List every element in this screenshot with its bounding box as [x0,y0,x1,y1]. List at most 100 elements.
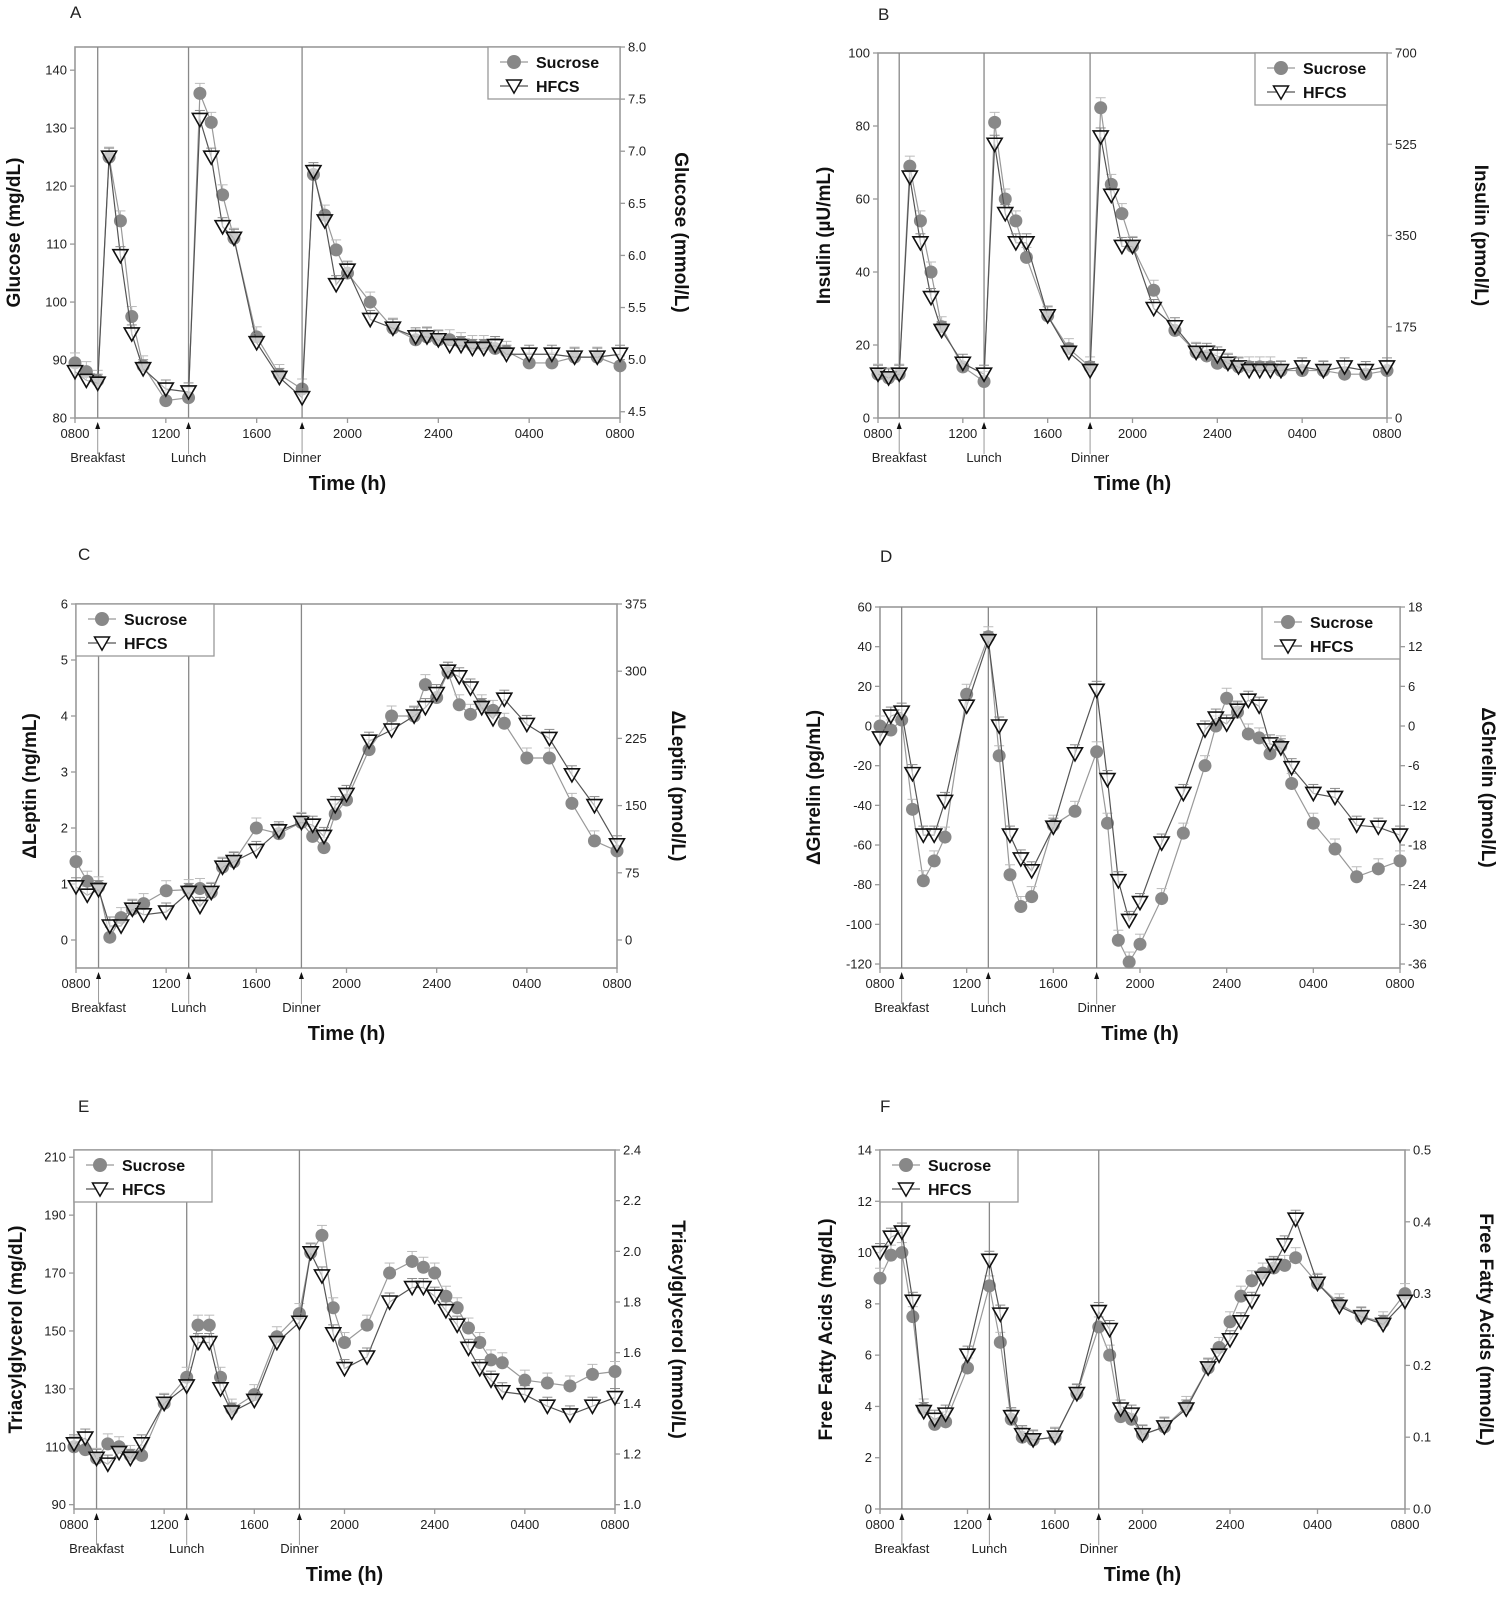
right-y-tick-label: 5.5 [628,300,646,315]
data-point-hfcs [156,382,175,398]
data-point-hfcs [486,338,504,355]
data-point-sucrose [202,1318,216,1332]
x-tick-label: 2400 [422,976,451,991]
data-point-hfcs [1314,363,1333,380]
meal-label: Breakfast [69,1541,124,1556]
y-tick-label: 10 [858,1245,872,1260]
data-point-hfcs [1068,1386,1086,1403]
y-tick-label: 40 [856,265,870,280]
x-tick-label: 0800 [62,976,91,991]
data-point-hfcs [134,908,153,924]
data-point-sucrose [385,709,399,723]
data-point-hfcs [324,1327,343,1343]
plot-frame [73,1149,616,1510]
data-point-hfcs [1356,363,1375,380]
meal-marker-dinner: Dinner [280,1150,319,1556]
arrow-up-icon [899,972,905,979]
data-point-hfcs [871,1245,889,1262]
x-tick-label: 1600 [1041,1517,1070,1532]
y-tick-label: 8 [865,1296,872,1311]
data-point-sucrose [306,829,320,843]
x-tick-label: 0400 [510,1517,539,1532]
panel-a: A 80 90 100 110 120 130 140 4.5 5.0 5.5 6.0 6.5 7.0 7.… [4,3,691,495]
legend-circle-icon [1274,61,1288,75]
legend-circle-icon [95,612,109,626]
right-y-tick-label: 2.0 [623,1244,641,1259]
y-tick-label: 0 [865,1502,872,1517]
data-point-hfcs [179,885,198,902]
data-point-hfcs [900,170,919,186]
y-tick-label: 100 [45,295,67,310]
y-tick-label: 3 [61,765,68,780]
data-point-hfcs [189,1335,207,1352]
data-point-hfcs [290,1315,309,1332]
data-point-hfcs [903,1294,922,1311]
right-y-tick-label: 700 [1395,46,1417,61]
legend-triangle-icon [505,79,523,95]
data-point-hfcs [925,828,944,844]
legend-label-hfcs: HFCS [122,1182,166,1199]
y-tick-label: 14 [858,1143,872,1158]
data-point-hfcs [1166,319,1184,336]
x-tick-label: 0800 [606,426,635,441]
data-point-sucrose [982,1279,996,1293]
arrow-up-icon [298,972,304,979]
data-point-hfcs [98,1457,117,1473]
legend: Sucrose HFCS [1254,52,1388,106]
data-point-hfcs [1232,1315,1250,1331]
data-point-hfcs [470,1361,489,1378]
data-point-hfcs [495,692,514,708]
legend-label-sucrose: Sucrose [536,55,599,72]
data-point-hfcs [1113,239,1131,256]
data-point-hfcs [358,1350,376,1366]
data-point-hfcs [427,686,446,703]
legend-label-sucrose: Sucrose [122,1158,185,1175]
data-point-sucrose [993,1335,1007,1349]
x-axis: 0800 1200 1600 2000 2400 0400 0800 [60,1509,629,1532]
x-tick-label: 2400 [1203,426,1232,441]
data-point-hfcs [608,838,626,854]
data-point-hfcs [957,699,976,715]
data-point-hfcs [540,731,559,748]
meal-marker-breakfast: Breakfast [874,1150,930,1556]
data-point-hfcs [191,899,209,916]
right-y-tick-label: 1.4 [623,1396,641,1411]
data-point-hfcs [990,719,1009,735]
data-point-hfcs [76,1431,95,1447]
data-point-sucrose [1133,937,1147,951]
data-point-hfcs [121,1451,140,1468]
y-axis-left: 90 110 130 150 170 190 210 [44,1150,74,1512]
data-point-sucrose [1252,731,1266,745]
right-y-tick-label: 0.0 [1413,1502,1431,1517]
y-axis-title: ΔLeptin (ng/mL) [20,713,41,859]
x-tick-label: 1200 [952,976,981,991]
panel-letter: B [878,5,889,24]
data-point-sucrose [137,897,151,911]
right-y-tick-label: 1.0 [623,1497,641,1512]
data-point-hfcs [134,361,153,378]
x-tick-label: 2400 [1212,976,1241,991]
data-point-hfcs [980,1253,999,1270]
meal-label: Lunch [966,450,1001,465]
data-point-hfcs [1044,820,1063,836]
data-point-hfcs [1326,790,1344,807]
data-point-hfcs [515,1387,534,1404]
data-point-sucrose [520,751,534,765]
right-y-tick-label: 150 [625,798,647,813]
meal-label: Lunch [169,1541,204,1556]
right-y-axis-title: Free Fatty Acids (mmol/L) [1475,1213,1496,1446]
data-point-hfcs [65,1437,83,1453]
data-point-hfcs [953,356,972,372]
y-tick-label: 40 [858,639,872,654]
legend: Sucrose HFCS [879,1149,1019,1203]
legend-triangle-icon [93,636,111,652]
x-tick-label: 0800 [866,1517,895,1532]
data-point-hfcs [132,1437,151,1453]
data-point-hfcs [903,766,922,783]
data-point-hfcs [112,919,130,935]
x-axis: 0800 1200 1600 2000 2400 0400 0800 [62,968,631,991]
data-point-hfcs [384,321,402,337]
data-point-sucrose [193,881,207,895]
data-point-hfcs [301,1245,320,1262]
